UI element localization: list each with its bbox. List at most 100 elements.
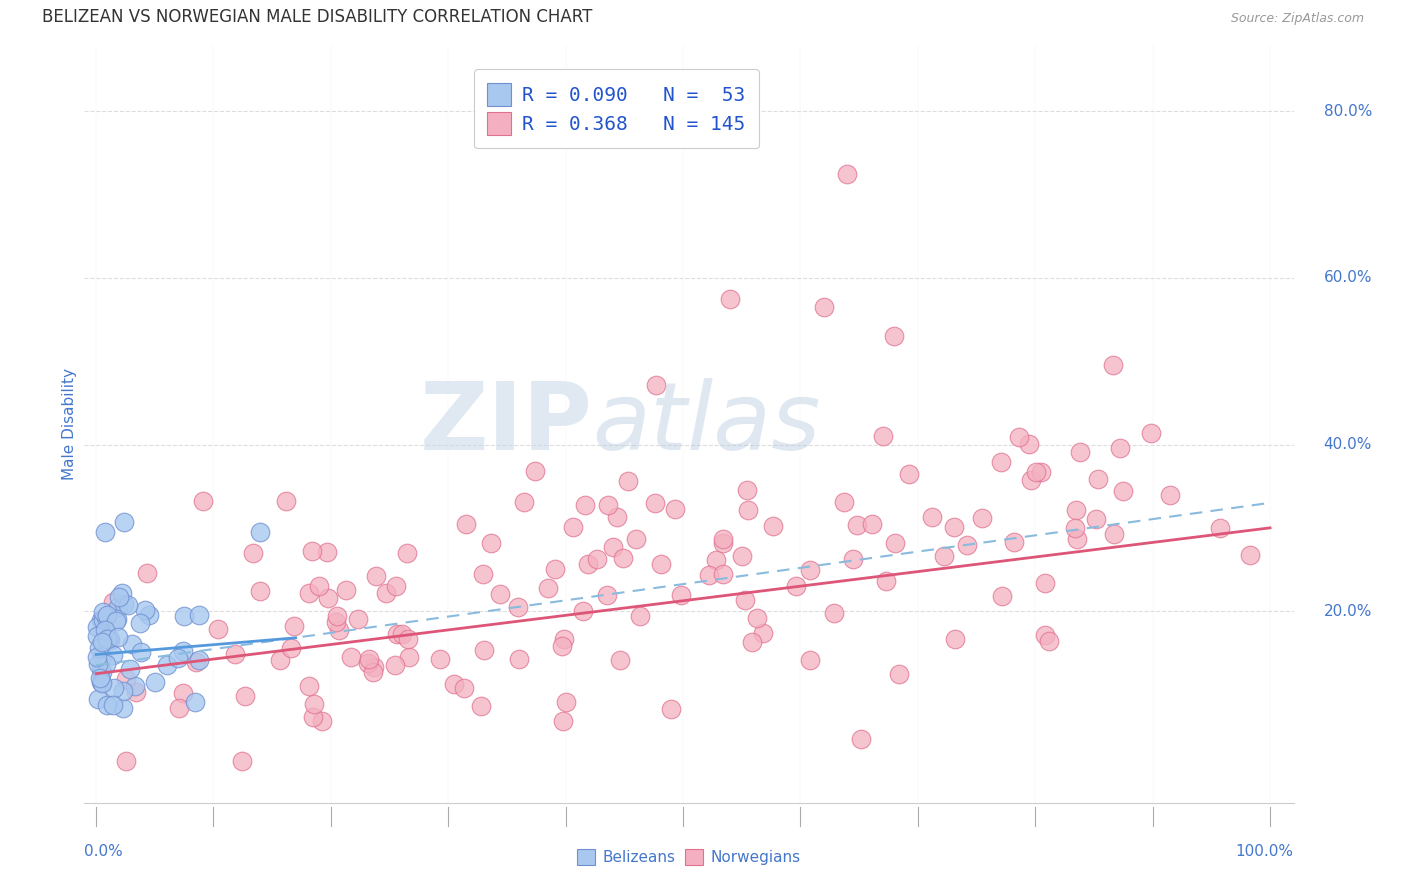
Point (108, 591, 131, 605)
Point (543, 562, 565, 576)
Point (735, 483, 758, 498)
Point (91, 665, 114, 679)
Point (718, 292, 741, 306)
Point (849, 732, 872, 747)
Text: 60.0%: 60.0% (1324, 270, 1372, 285)
Point (128, 616, 150, 631)
Point (1066, 503, 1088, 517)
Point (602, 541, 624, 555)
Point (887, 666, 910, 681)
Point (472, 567, 495, 582)
Point (1018, 437, 1040, 451)
Point (943, 520, 966, 534)
Point (395, 546, 418, 560)
Point (398, 649, 420, 664)
Point (91, 612, 114, 626)
Point (489, 587, 512, 601)
Point (385, 627, 408, 641)
Point (586, 552, 609, 566)
Point (842, 552, 865, 566)
Point (551, 714, 574, 729)
Point (187, 608, 209, 623)
Point (136, 566, 159, 580)
Point (103, 681, 125, 695)
Point (96, 610, 118, 624)
Point (697, 568, 720, 582)
Point (301, 544, 323, 558)
Point (704, 552, 727, 566)
Point (1021, 473, 1043, 487)
Point (453, 681, 475, 695)
Point (101, 648, 124, 663)
Point (508, 651, 530, 665)
Point (302, 710, 325, 724)
Point (155, 657, 177, 672)
Point (249, 584, 271, 599)
Point (111, 585, 134, 599)
Point (628, 609, 651, 624)
Point (669, 588, 692, 602)
Point (96, 607, 118, 622)
Point (1038, 634, 1060, 648)
Point (87, 657, 110, 671)
Point (479, 536, 502, 550)
Point (650, 558, 672, 572)
Point (121, 637, 143, 651)
Point (112, 515, 135, 529)
Point (883, 536, 905, 550)
Point (574, 498, 596, 512)
Point (1087, 472, 1109, 486)
Point (184, 695, 207, 709)
Point (308, 579, 330, 593)
Point (845, 518, 868, 533)
Point (129, 644, 152, 658)
Point (752, 626, 775, 640)
Point (86, 649, 108, 664)
Point (1029, 465, 1052, 479)
Point (1102, 527, 1125, 541)
Text: atlas: atlas (592, 378, 821, 469)
Text: 100.0%: 100.0% (1236, 844, 1294, 859)
Point (328, 623, 350, 637)
Point (249, 524, 271, 539)
Point (173, 608, 195, 623)
Point (112, 598, 135, 612)
Point (335, 583, 357, 598)
Point (347, 612, 370, 626)
Point (1140, 425, 1163, 440)
Point (990, 590, 1012, 604)
Point (101, 698, 124, 712)
Point (731, 549, 754, 564)
Point (664, 501, 686, 516)
Point (617, 475, 640, 489)
Point (86, 629, 108, 643)
Point (117, 599, 139, 613)
Point (474, 643, 496, 657)
Point (1063, 521, 1085, 535)
Point (326, 609, 349, 624)
Point (167, 701, 190, 715)
Point (357, 656, 380, 670)
Point (91, 605, 114, 619)
Point (118, 662, 141, 676)
Point (711, 533, 734, 547)
Point (737, 503, 759, 517)
Point (1033, 628, 1056, 642)
Point (1085, 512, 1108, 526)
Point (551, 639, 574, 653)
Point (191, 493, 214, 508)
Text: BELIZEAN VS NORWEGIAN MALE DISABILITY CORRELATION CHART: BELIZEAN VS NORWEGIAN MALE DISABILITY CO… (42, 8, 592, 26)
Point (1208, 521, 1230, 535)
Point (741, 635, 763, 649)
Point (143, 674, 166, 689)
Point (596, 498, 619, 512)
Point (644, 496, 666, 510)
Point (659, 701, 682, 715)
Point (443, 677, 465, 691)
Point (91, 649, 114, 664)
Point (1025, 465, 1047, 479)
Point (364, 569, 387, 583)
Point (357, 652, 380, 666)
Point (235, 689, 257, 703)
Point (837, 167, 859, 181)
